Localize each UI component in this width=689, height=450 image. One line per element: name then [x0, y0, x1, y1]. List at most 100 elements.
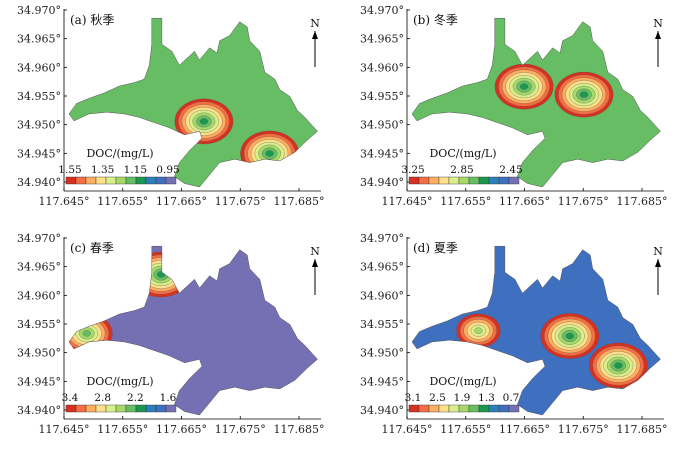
- x-tick-label: 117.655°: [440, 423, 491, 436]
- lake-outline: [68, 245, 318, 416]
- panel-spring: 34.970° 34.965° 34.960° 34.955° 34.950° 34.94…: [17, 232, 325, 436]
- legend-tick-label: 2.85: [450, 164, 473, 176]
- legend-swatch: [498, 176, 510, 185]
- hotspot-ring: [474, 327, 483, 334]
- legend-title: DOC/(mg/L): [429, 375, 496, 388]
- hotspot-ring: [156, 271, 166, 278]
- x-tick-label: 117.645°: [382, 423, 433, 436]
- x-tick-label: 117.655°: [97, 195, 148, 208]
- legend-title: DOC/(mg/L): [86, 147, 153, 160]
- x-tick-label: 117.685°: [617, 423, 668, 436]
- y-tick-label: 34.955°: [360, 318, 404, 331]
- y-tick-label: 34.960°: [17, 289, 61, 302]
- legend-swatch: [75, 176, 87, 185]
- y-tick-label: 34.960°: [360, 61, 404, 74]
- x-tick-label: 117.645°: [39, 195, 90, 208]
- y-tick-label: 34.955°: [360, 90, 404, 103]
- y-tick-label: 34.970°: [17, 232, 61, 245]
- legend-tick-label: 2.5: [429, 392, 446, 404]
- panel-winter: 34.970° 34.965° 34.960° 34.955° 34.950° 34.94…: [360, 4, 668, 208]
- legend-swatch: [95, 404, 107, 413]
- legend-swatch: [125, 176, 137, 185]
- legend-swatch: [115, 176, 127, 185]
- y-tick-label: 34.960°: [17, 61, 61, 74]
- x-tick-label: 117.665°: [156, 195, 207, 208]
- legend-swatch: [75, 404, 87, 413]
- legend-tick-label: 0.7: [503, 392, 520, 404]
- legend-swatch: [458, 176, 470, 185]
- lake-outline: [411, 17, 661, 188]
- legend-swatch: [408, 404, 420, 413]
- x-tick-label: 117.665°: [156, 423, 207, 436]
- legend-swatch: [145, 404, 157, 413]
- legend-swatch: [438, 176, 450, 185]
- legend-swatch: [155, 176, 167, 185]
- legend-tick-label: 3.25: [401, 164, 424, 176]
- north-arrow-icon: [312, 31, 318, 39]
- legend-tick-label: 1.35: [91, 164, 114, 176]
- y-tick-label: 34.950°: [360, 347, 404, 360]
- lake-winter: [412, 18, 661, 188]
- legend-tick-label: 1.6: [160, 392, 177, 404]
- y-tick-label: 34.940°: [17, 404, 61, 417]
- y-tick-label: 34.965°: [17, 261, 61, 274]
- y-tick-label: 34.970°: [17, 4, 61, 17]
- panel-label: (d) 夏季: [413, 241, 458, 255]
- panel-label: (c) 春季: [70, 241, 114, 255]
- legend-tick-label: 2.8: [94, 392, 111, 404]
- legend-swatch: [478, 176, 490, 185]
- north-label: N: [653, 245, 663, 258]
- legend-title: DOC/(mg/L): [86, 375, 153, 388]
- y-tick-label: 34.950°: [17, 347, 61, 360]
- legend-swatch: [65, 404, 77, 413]
- legend-swatch: [95, 176, 107, 185]
- legend-swatch: [135, 176, 147, 185]
- legend-swatch: [448, 176, 460, 185]
- legend-tick-label: 1.9: [454, 392, 471, 404]
- legend-swatch: [498, 404, 510, 413]
- legend-tick-label: 1.15: [124, 164, 147, 176]
- y-tick-label: 34.965°: [17, 33, 61, 46]
- panel-label: (b) 冬季: [413, 12, 458, 27]
- y-tick-label: 34.940°: [360, 404, 404, 417]
- legend-swatch: [448, 404, 460, 413]
- y-tick-label: 34.940°: [17, 176, 61, 189]
- legend-swatch: [458, 404, 470, 413]
- x-tick-label: 117.675°: [215, 195, 266, 208]
- y-tick-label: 34.965°: [360, 261, 404, 274]
- x-tick-label: 117.645°: [382, 195, 433, 208]
- x-tick-label: 117.675°: [558, 195, 609, 208]
- legend-tick-label: 2.45: [499, 164, 522, 176]
- y-tick-label: 34.945°: [360, 147, 404, 160]
- legend-swatch: [468, 176, 480, 185]
- legend-tick-label: 3.1: [405, 392, 422, 404]
- x-tick-label: 117.645°: [39, 423, 90, 436]
- hotspot-ring: [565, 332, 574, 340]
- y-tick-label: 34.955°: [17, 318, 61, 331]
- legend-swatch: [428, 404, 440, 413]
- legend-title: DOC/(mg/L): [429, 147, 496, 160]
- hotspot-ring: [199, 118, 209, 125]
- panel-autumn: 34.970° 34.965° 34.960° 34.955° 34.950° 34.94…: [17, 4, 325, 208]
- hotspot-ring: [519, 83, 529, 90]
- y-tick-label: 34.970°: [360, 4, 404, 17]
- north-label: N: [310, 17, 320, 30]
- legend-tick-label: 0.95: [156, 164, 179, 176]
- legend-swatch: [135, 404, 147, 413]
- y-tick-label: 34.945°: [360, 375, 404, 388]
- legend-swatch: [488, 404, 500, 413]
- legend-swatch: [508, 176, 520, 185]
- x-tick-label: 117.685°: [274, 195, 325, 208]
- legend-swatch: [438, 404, 450, 413]
- legend-swatch: [428, 176, 440, 185]
- north-arrow-icon: [655, 31, 661, 39]
- legend-swatch: [165, 404, 177, 413]
- y-tick-label: 34.950°: [17, 119, 61, 132]
- legend-tick-label: 3.4: [62, 392, 79, 404]
- x-tick-label: 117.675°: [215, 423, 266, 436]
- y-tick-label: 34.960°: [360, 289, 404, 302]
- hotspot-ring: [82, 330, 91, 337]
- legend-swatch: [478, 404, 490, 413]
- legend-tick-label: 1.3: [478, 392, 495, 404]
